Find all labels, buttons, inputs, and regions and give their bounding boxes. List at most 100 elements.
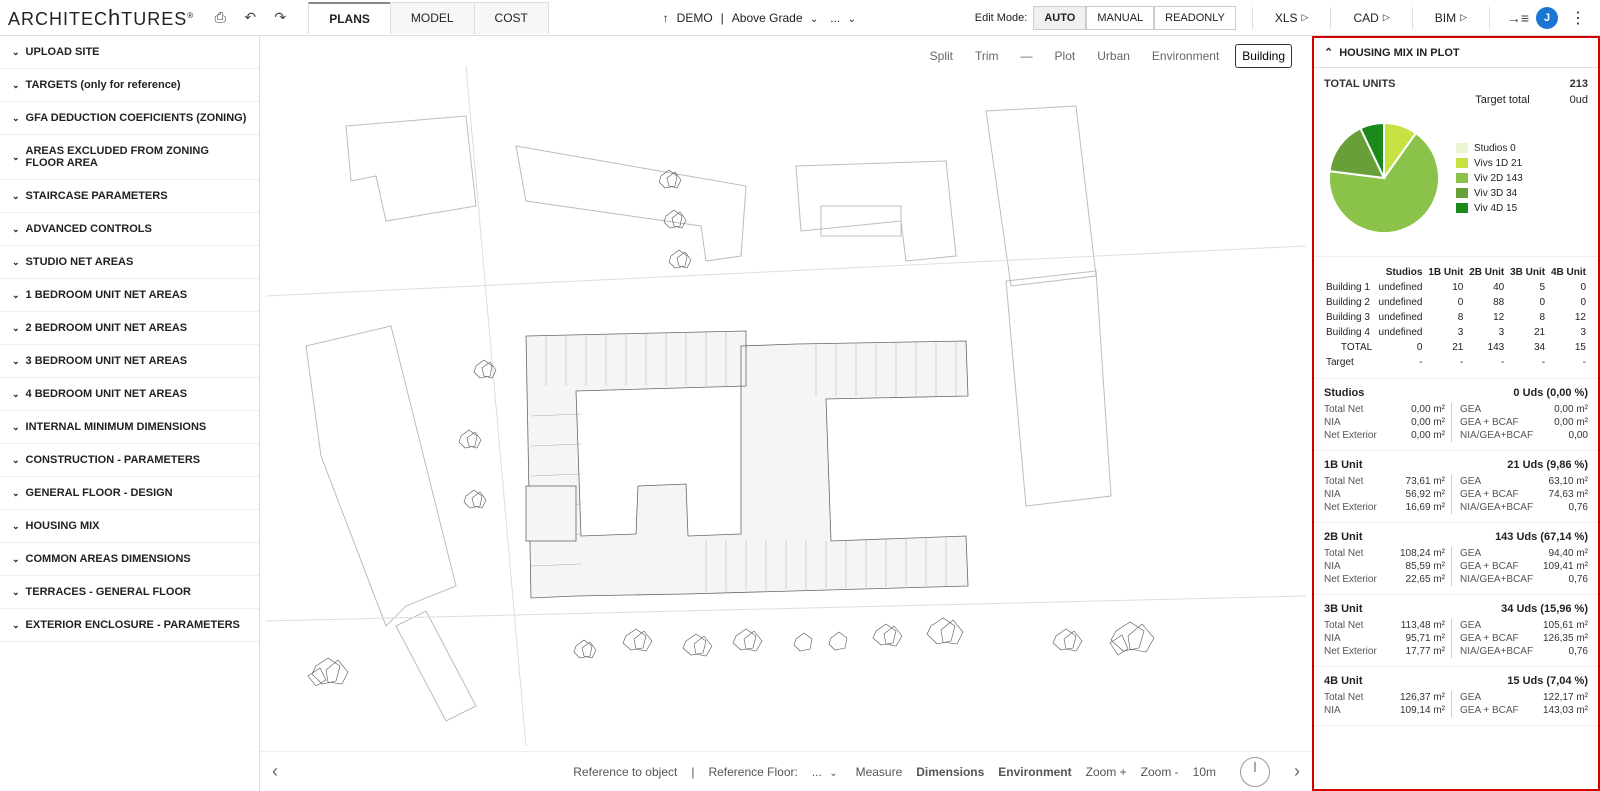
unit-name: 4B Unit	[1324, 675, 1363, 687]
sidebar-item-label: 4 BEDROOM UNIT NET AREAS	[26, 388, 188, 400]
sidebar-item[interactable]: ⌄ STAIRCASE PARAMETERS	[0, 180, 259, 213]
sublevel-selector[interactable]: ... ⌄	[830, 11, 860, 25]
sidebar-item-label: INTERNAL MINIMUM DIMENSIONS	[26, 421, 207, 433]
unit-name: 3B Unit	[1324, 603, 1363, 615]
zoom-in[interactable]: Zoom +	[1086, 765, 1127, 779]
divider	[1330, 7, 1331, 29]
level-selector[interactable]: Above Grade ⌄	[732, 11, 822, 25]
divider	[1252, 7, 1253, 29]
canvas-bottom-toolbar: ‹ Reference to object | Reference Floor:…	[260, 751, 1312, 791]
right-panel: ⌃ HOUSING MIX IN PLOT TOTAL UNITS213 Tar…	[1312, 36, 1600, 791]
tab-cost[interactable]: COST	[474, 2, 549, 34]
collapse-panel-icon[interactable]: →≡	[1506, 6, 1530, 30]
sidebar-item[interactable]: ⌄AREAS EXCLUDED FROM ZONING FLOOR AREA	[0, 135, 259, 180]
legend-item: Studios 0	[1456, 143, 1523, 154]
save-icon[interactable]: ⎙	[208, 6, 232, 30]
chevron-down-icon: ⌄	[12, 47, 20, 58]
unit-block: 1B Unit21 Uds (9,86 %)Total Net73,61 m²N…	[1314, 451, 1598, 523]
sidebar-item[interactable]: ⌄ TARGETS (only for reference)	[0, 69, 259, 102]
sidebar-item[interactable]: ⌄TERRACES - GENERAL FLOOR	[0, 576, 259, 609]
chevron-down-icon: ⌄	[12, 323, 20, 334]
nav-next-icon[interactable]: ›	[1294, 761, 1300, 782]
tool-dimensions[interactable]: Dimensions	[916, 765, 984, 779]
tool-measure[interactable]: Measure	[856, 765, 903, 779]
edit-mode-switch: Edit Mode: AUTO MANUAL READONLY	[975, 6, 1236, 30]
sidebar-item-label: ADVANCED CONTROLS	[26, 223, 152, 235]
sidebar-item-label: STUDIO NET AREAS	[26, 256, 134, 268]
sidebar-item[interactable]: ⌄ 2 BEDROOM UNIT NET AREAS	[0, 312, 259, 345]
export-xls[interactable]: XLS ▷	[1269, 7, 1315, 29]
sidebar-item-label: 2 BEDROOM UNIT NET AREAS	[26, 322, 188, 334]
sidebar-item[interactable]: ⌄1 BEDROOM UNIT NET AREAS	[0, 279, 259, 312]
sidebar-item-label: EXTERIOR ENCLOSURE - PARAMETERS	[26, 619, 240, 631]
sidebar-item[interactable]: ⌄ ADVANCED CONTROLS	[0, 213, 259, 246]
tab-model[interactable]: MODEL	[390, 2, 475, 34]
chevron-down-icon: ⌄	[12, 422, 20, 433]
unit-block: Studios0 Uds (0,00 %)Total Net0,00 m²NIA…	[1314, 379, 1598, 451]
sidebar-item[interactable]: ⌄3 BEDROOM UNIT NET AREAS	[0, 345, 259, 378]
nav-prev-icon[interactable]: ‹	[272, 761, 278, 782]
canvas[interactable]	[260, 36, 1312, 751]
sidebar-item[interactable]: ⌄HOUSING MIX	[0, 510, 259, 543]
sidebar-item[interactable]: ⌄4 BEDROOM UNIT NET AREAS	[0, 378, 259, 411]
housing-mix-header[interactable]: ⌃ HOUSING MIX IN PLOT	[1314, 38, 1598, 68]
sidebar-item[interactable]: ⌄ GFA DEDUCTION COEFICIENTS (ZONING)	[0, 102, 259, 135]
sidebar-item-label: COMMON AREAS DIMENSIONS	[26, 553, 191, 565]
sidebar-item-label: TARGETS (only for reference)	[26, 79, 181, 91]
project-name[interactable]: DEMO	[677, 11, 713, 25]
sidebar-item-label: STAIRCASE PARAMETERS	[26, 190, 168, 202]
compass-icon	[1240, 757, 1270, 787]
more-menu-icon[interactable]: ⋮	[1564, 8, 1592, 28]
tool-environment[interactable]: Environment	[998, 765, 1071, 779]
unit-count: 15 Uds (7,04 %)	[1507, 675, 1588, 687]
sidebar-item[interactable]: ⌄COMMON AREAS DIMENSIONS	[0, 543, 259, 576]
redo-icon[interactable]: ↷	[268, 6, 292, 30]
chevron-down-icon: ⌄	[12, 191, 20, 202]
mode-auto[interactable]: AUTO	[1033, 6, 1086, 30]
chevron-down-icon: ⌄	[12, 620, 20, 631]
breadcrumb: ↑ DEMO | Above Grade ⌄ ... ⌄	[554, 11, 969, 25]
sidebar-item[interactable]: ⌄CONSTRUCTION - PARAMETERS	[0, 444, 259, 477]
tab-plans[interactable]: PLANS	[308, 2, 391, 34]
sidebar-item[interactable]: ⌄ STUDIO NET AREAS	[0, 246, 259, 279]
divider	[1412, 7, 1413, 29]
zoom-out[interactable]: Zoom -	[1141, 765, 1179, 779]
chevron-down-icon: ⌄	[12, 356, 20, 367]
sidebar-item[interactable]: ⌄UPLOAD SITE	[0, 36, 259, 69]
unit-block: 3B Unit34 Uds (15,96 %)Total Net113,48 m…	[1314, 595, 1598, 667]
ref-object-label[interactable]: Reference to object	[573, 765, 677, 779]
main-layout: ⌄UPLOAD SITE⌄TARGETS (only for reference…	[0, 36, 1600, 791]
undo-icon[interactable]: ↶	[238, 6, 262, 30]
user-avatar[interactable]: J	[1536, 7, 1558, 29]
chevron-down-icon: ⌄	[12, 455, 20, 466]
pie-legend: Studios 0Vivs 1D 21Viv 2D 143Viv 3D 34Vi…	[1456, 118, 1523, 238]
sidebar-item[interactable]: ⌄GENERAL FLOOR - DESIGN	[0, 477, 259, 510]
chevron-down-icon: ⌄	[12, 152, 20, 163]
ref-floor-selector[interactable]: ... ⌄	[812, 765, 842, 779]
sidebar-item-label: HOUSING MIX	[26, 520, 100, 532]
canvas-area: Split Trim — Plot Urban Environment Buil…	[260, 36, 1312, 791]
chevron-down-icon: ⌄	[12, 113, 20, 124]
ref-floor-label: Reference Floor:	[708, 765, 797, 779]
chevron-down-icon: ⌄	[12, 488, 20, 499]
sidebar-item[interactable]: ⌄ INTERNAL MINIMUM DIMENSIONS	[0, 411, 259, 444]
sidebar-item[interactable]: ⌄ EXTERIOR ENCLOSURE - PARAMETERS	[0, 609, 259, 642]
chevron-down-icon: ⌄	[12, 224, 20, 235]
sidebar-item-label: GFA DEDUCTION COEFICIENTS (ZONING)	[26, 112, 247, 124]
chevron-down-icon: ⌄	[12, 257, 20, 268]
export-bim[interactable]: BIM ▷	[1429, 7, 1473, 29]
unit-count: 34 Uds (15,96 %)	[1501, 603, 1588, 615]
arrow-up-icon: ↑	[663, 11, 669, 25]
unit-name: 2B Unit	[1324, 531, 1363, 543]
chevron-down-icon: ⌄	[12, 80, 20, 91]
mix-table: Studios1B Unit2B Unit3B Unit4B UnitBuild…	[1324, 265, 1588, 370]
chevron-down-icon: ⌄	[12, 587, 20, 598]
logo: ARCHITEChTURES®	[8, 5, 202, 31]
mode-readonly[interactable]: READONLY	[1154, 6, 1236, 30]
export-cad[interactable]: CAD ▷	[1347, 7, 1395, 29]
mode-manual[interactable]: MANUAL	[1086, 6, 1154, 30]
unit-count: 143 Uds (67,14 %)	[1495, 531, 1588, 543]
target-total-value: 0ud	[1570, 94, 1588, 106]
main-tabs: PLANS MODEL COST	[308, 2, 548, 34]
left-panel: ⌄UPLOAD SITE⌄TARGETS (only for reference…	[0, 36, 260, 791]
